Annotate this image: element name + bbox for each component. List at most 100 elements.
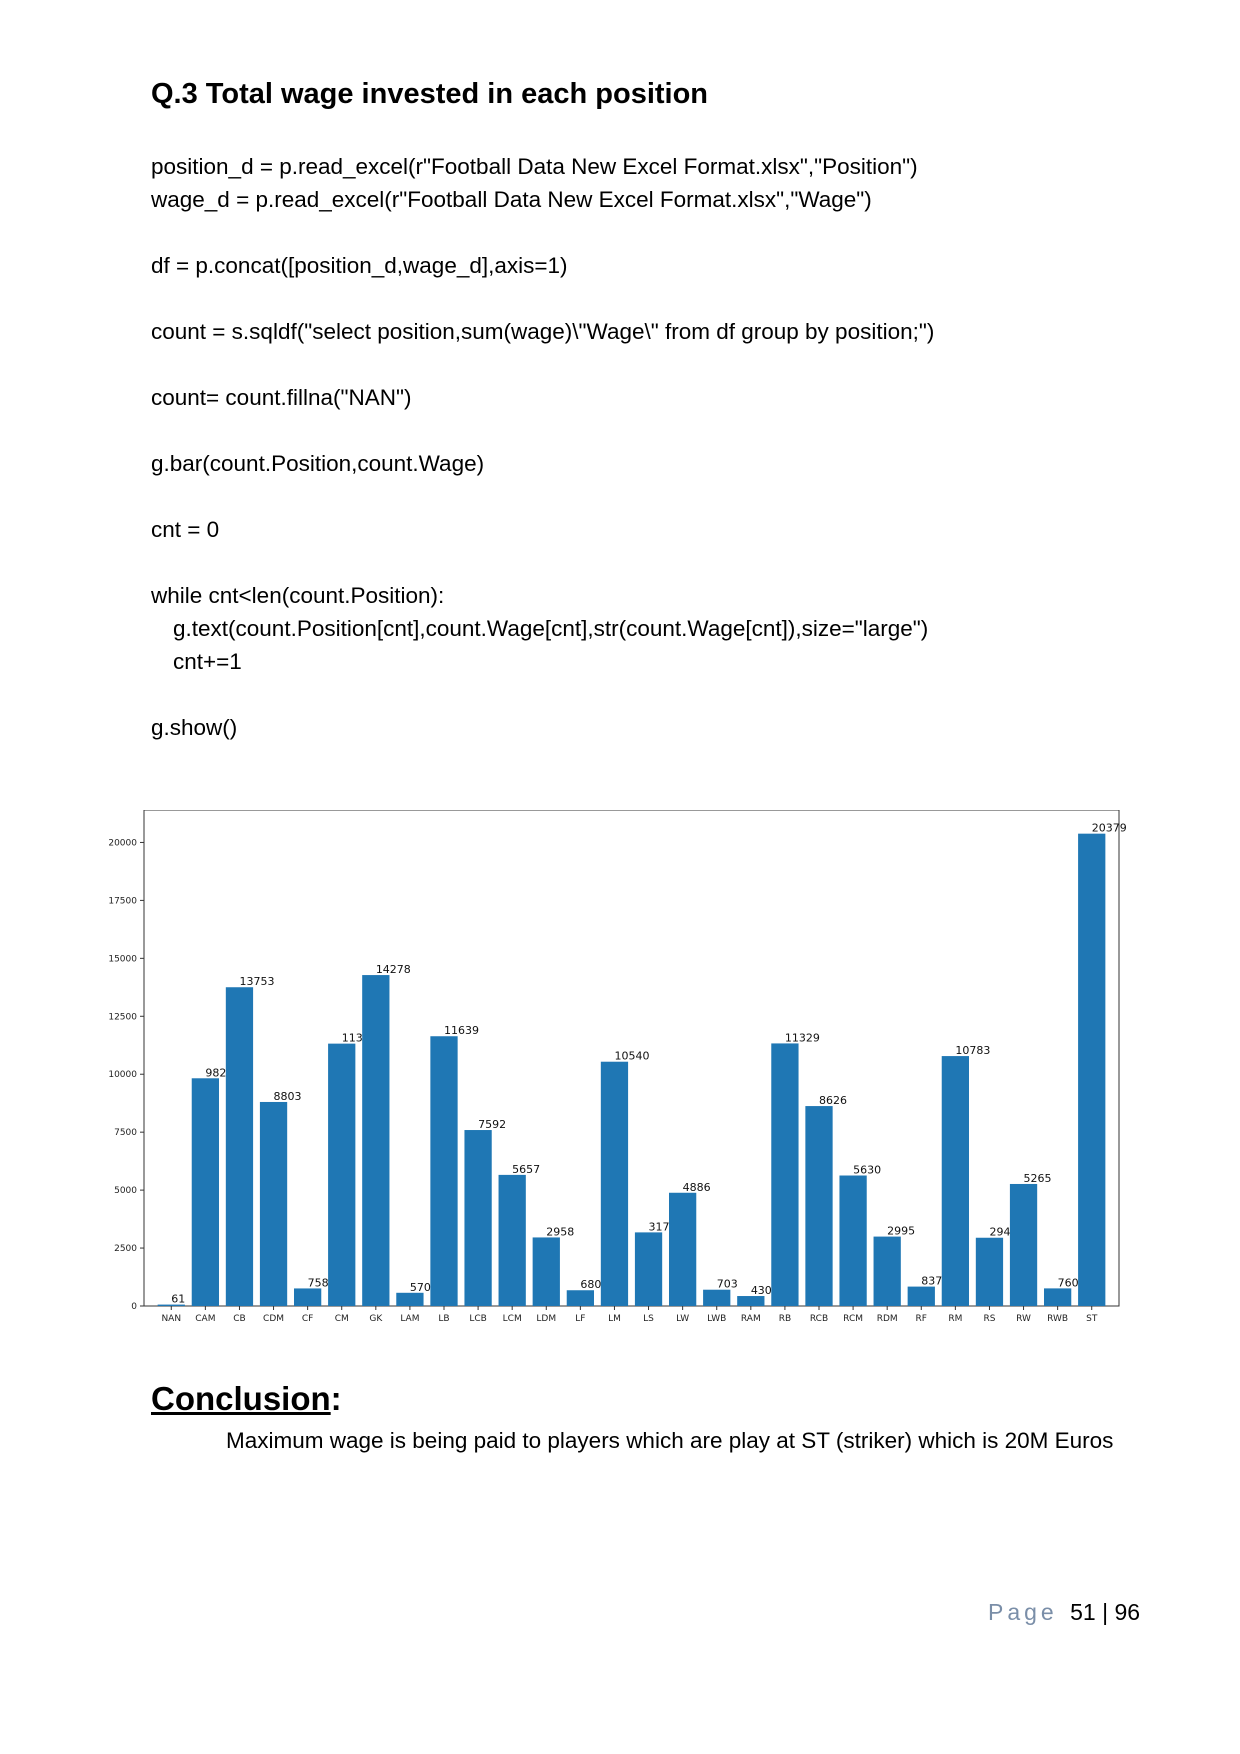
data-label: 703: [717, 1278, 738, 1291]
code-line: g.bar(count.Position,count.Wage): [151, 451, 485, 476]
code-blank-line: [151, 546, 934, 579]
conclusion-text: Maximum wage is being paid to players wh…: [226, 1428, 1114, 1453]
bar-rcb: [805, 1106, 833, 1306]
code-line: while cnt<len(count.Position):: [151, 583, 445, 608]
code-line: count = s.sqldf("select position,sum(wag…: [151, 319, 935, 344]
x-tick-label: LCM: [503, 1314, 522, 1324]
bar-lcm: [498, 1174, 526, 1306]
bar-chart: 0 2500 5000 7500 10000 12500 15000 17500 20000 NA…: [108, 810, 1127, 1324]
x-tick-label: GK: [369, 1314, 383, 1324]
code-block: position_d = p.read_excel(r"Football Dat…: [151, 150, 934, 744]
bar-rw: [1009, 1183, 1038, 1306]
x-tick-label: LS: [643, 1314, 654, 1324]
x-tick-label: LB: [438, 1314, 449, 1324]
bar-rwb: [1044, 1288, 1072, 1306]
bar-gk: [362, 975, 390, 1306]
bar-lwb: [703, 1289, 731, 1306]
x-tick-label: LCB: [469, 1314, 486, 1324]
code-blank-line: [151, 678, 934, 711]
x-tick-label: NAN: [161, 1314, 181, 1324]
bar-rcm: [839, 1175, 867, 1306]
data-label: 13753: [239, 975, 274, 988]
x-tick-label: LWB: [707, 1314, 726, 1324]
data-label: 2995: [887, 1225, 915, 1238]
y-tick-label: 7500: [114, 1128, 137, 1138]
bar-lf: [566, 1290, 594, 1306]
data-label: 680: [580, 1278, 601, 1291]
page-footer: Page 51 | 96: [988, 1599, 1140, 1626]
data-label: 8803: [274, 1090, 302, 1103]
bar-nan: [157, 1304, 185, 1306]
code-line: wage_d = p.read_excel(r"Football Data Ne…: [151, 187, 872, 212]
bar-cam: [191, 1078, 219, 1306]
x-tick-label: RCM: [843, 1314, 863, 1324]
x-tick-label: RWB: [1047, 1314, 1068, 1324]
data-label: 14278: [376, 963, 411, 976]
x-tick-label: LM: [608, 1314, 621, 1324]
code-line: df = p.concat([position_d,wage_d],axis=1…: [151, 253, 568, 278]
x-tick-label: RM: [948, 1314, 962, 1324]
page-total: 96: [1114, 1599, 1141, 1625]
bar-rdm: [873, 1236, 901, 1306]
x-tick-label: RCB: [810, 1314, 828, 1324]
y-tick-label: 5000: [114, 1186, 137, 1196]
x-tick-label: LAM: [400, 1314, 419, 1324]
x-tick-label: RW: [1016, 1314, 1031, 1324]
page-current: 51: [1070, 1599, 1096, 1625]
code-line: cnt = 0: [151, 517, 220, 542]
code-blank-line: [151, 216, 934, 249]
x-tick-label: LDM: [536, 1314, 556, 1324]
y-tick-label: 2500: [114, 1244, 137, 1254]
code-line: cnt+=1: [173, 649, 242, 674]
x-tick-label: CB: [233, 1314, 245, 1324]
conclusion-heading: Conclusion:: [151, 1380, 342, 1418]
data-label: 5265: [1024, 1172, 1052, 1185]
code-blank-line: [151, 348, 934, 381]
x-tick-label: RAM: [741, 1314, 761, 1324]
bar-ldm: [532, 1237, 560, 1306]
bar-lb: [430, 1036, 458, 1306]
code-blank-line: [151, 480, 934, 513]
code-line: g.show(): [151, 715, 238, 740]
x-tick-label: RDM: [877, 1314, 898, 1324]
x-tick-label: CAM: [195, 1314, 215, 1324]
x-tick-label: CF: [302, 1314, 313, 1324]
bar-cb: [225, 987, 254, 1306]
code-line: count= count.fillna("NAN"): [151, 385, 412, 410]
bar-rf: [907, 1286, 935, 1306]
bar-st: [1078, 833, 1106, 1306]
x-tick-label: CDM: [263, 1314, 284, 1324]
bar-cm: [328, 1043, 356, 1306]
data-label: 8626: [819, 1094, 847, 1107]
code-line: g.text(count.Position[cnt],count.Wage[cn…: [173, 616, 929, 641]
bar-lm: [600, 1061, 629, 1306]
data-label: 837: [921, 1275, 942, 1288]
data-label: 10540: [614, 1050, 649, 1063]
code-blank-line: [151, 414, 934, 447]
bar-lcb: [464, 1130, 492, 1306]
data-label: 11329: [785, 1031, 820, 1044]
code-line: position_d = p.read_excel(r"Football Dat…: [151, 154, 918, 179]
data-label: 758: [308, 1276, 329, 1289]
data-label: 7592: [478, 1118, 506, 1131]
data-label: 760: [1058, 1276, 1079, 1289]
bar-ls: [634, 1232, 663, 1306]
code-blank-line: [151, 282, 934, 315]
conclusion-colon: :: [330, 1380, 342, 1417]
data-label: 61: [171, 1293, 185, 1306]
x-tick-label: LW: [676, 1314, 689, 1324]
data-label: 11639: [444, 1024, 479, 1037]
data-label: 4886: [683, 1181, 711, 1194]
page-separator: |: [1102, 1599, 1109, 1625]
bar-ram: [737, 1296, 765, 1306]
data-label: 5657: [512, 1163, 540, 1176]
bar-lw: [669, 1192, 697, 1306]
x-tick-label: ST: [1086, 1314, 1098, 1324]
x-tick-label: CM: [335, 1314, 349, 1324]
bar-lam: [396, 1292, 424, 1306]
bar-rm: [941, 1056, 969, 1306]
bar-rb: [771, 1043, 799, 1306]
bar-cdm: [259, 1101, 288, 1306]
data-label: 570: [410, 1281, 431, 1294]
x-tick-label: RS: [983, 1314, 995, 1324]
